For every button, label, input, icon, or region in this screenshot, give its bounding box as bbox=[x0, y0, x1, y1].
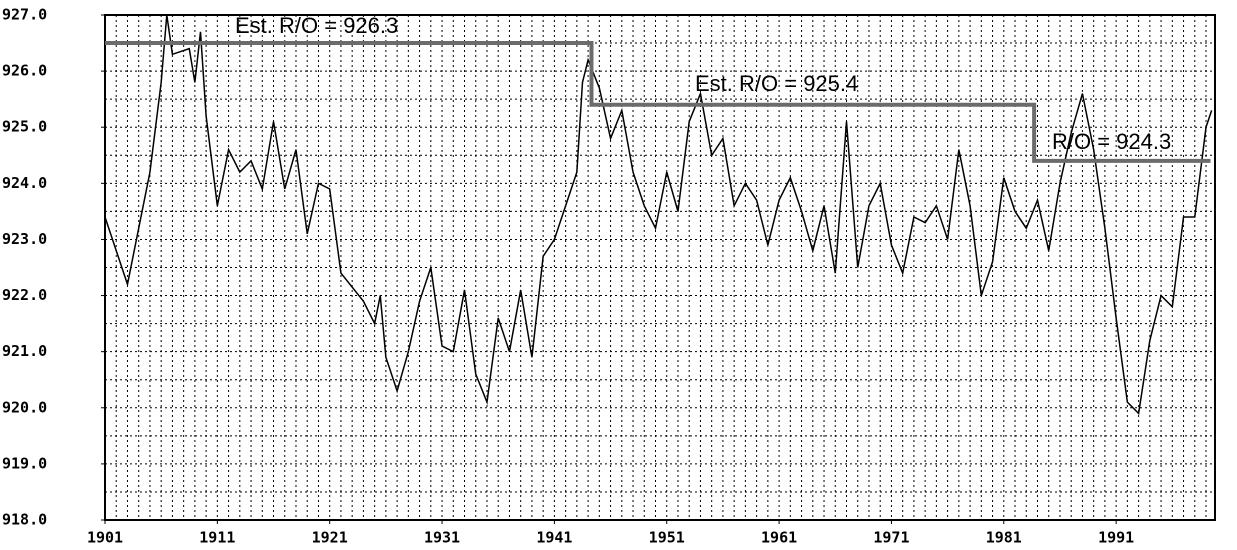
data-line bbox=[104, 14, 1213, 415]
annotation: Est. R/O = 926.3 bbox=[235, 13, 398, 38]
x-tick-label: 1951 bbox=[649, 529, 685, 547]
annotation: R/O = 924.3 bbox=[1052, 129, 1171, 154]
x-tick-label: 1931 bbox=[424, 529, 460, 547]
y-tick-label: 919.0 bbox=[2, 454, 47, 472]
y-tick-label: 920.0 bbox=[2, 398, 47, 416]
y-tick-label: 918.0 bbox=[2, 511, 47, 529]
y-tick-label: 927.0 bbox=[2, 6, 47, 24]
x-tick-label: 1991 bbox=[1098, 529, 1134, 547]
y-tick-label: 925.0 bbox=[2, 118, 47, 136]
annotation: Est. R/O = 925.4 bbox=[695, 71, 858, 96]
x-tick-label: 1921 bbox=[312, 529, 348, 547]
x-tick-label: 1901 bbox=[87, 529, 123, 547]
x-tick-label: 1971 bbox=[873, 529, 909, 547]
y-tick-label: 923.0 bbox=[2, 230, 47, 248]
plot-frame bbox=[104, 14, 1216, 521]
x-tick-label: 1911 bbox=[199, 529, 235, 547]
step-line bbox=[105, 41, 1211, 163]
x-tick-label: 1961 bbox=[761, 529, 797, 547]
y-tick-label: 921.0 bbox=[2, 342, 47, 360]
y-tick-label: 922.0 bbox=[2, 286, 47, 304]
y-tick-label: 924.0 bbox=[2, 174, 47, 192]
x-tick-label: 1981 bbox=[986, 529, 1022, 547]
x-tick-label: 1941 bbox=[536, 529, 572, 547]
y-tick-label: 926.0 bbox=[2, 62, 47, 80]
